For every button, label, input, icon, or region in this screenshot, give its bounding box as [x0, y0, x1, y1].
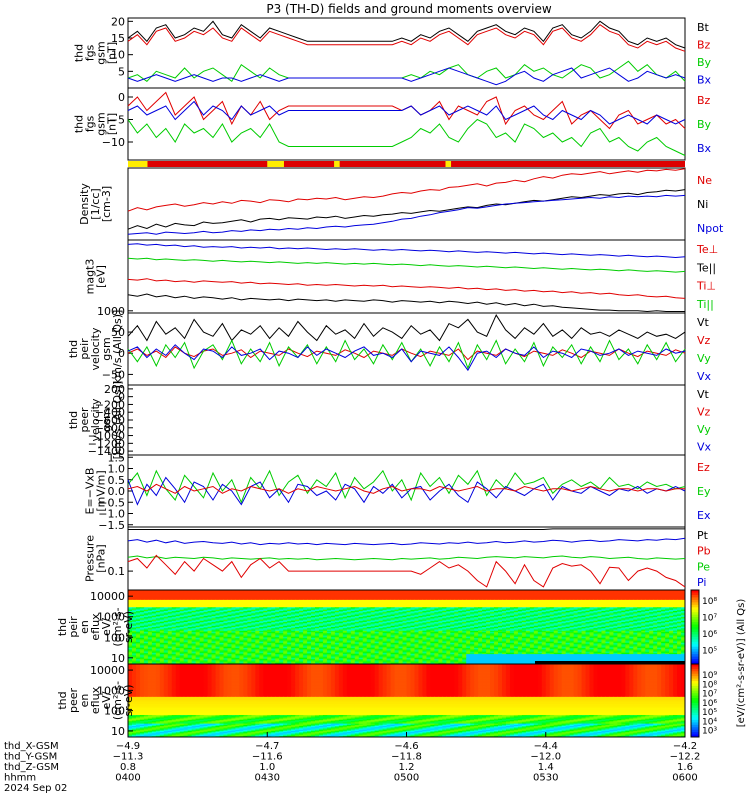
legend-entry: Npot [697, 222, 724, 235]
series-line-black [128, 190, 685, 230]
series-line-red [128, 169, 685, 212]
series-line-blue [128, 244, 685, 258]
legend-entry: By [697, 118, 712, 131]
mode-bar-segment [334, 161, 340, 167]
legend-entry: Pi [697, 576, 706, 589]
mode-bar-segment [267, 161, 284, 167]
y-axis-label: thdfgsgsm[nT] [73, 41, 119, 64]
legend-entry: Vy [697, 352, 711, 365]
y-axis-label: thdfgsgsm[nT] [73, 112, 119, 135]
y-axis-label: Density[1/cc][cm-3] [78, 183, 113, 225]
panel-frame [128, 88, 685, 160]
y-axis-label-line: [eV] [95, 265, 108, 288]
legend-entry: Bz [697, 94, 711, 107]
y-tick-label: 0 [118, 91, 125, 104]
mode-bar-segment [147, 161, 164, 167]
legend-entry: Vt [697, 388, 710, 401]
mode-bar-base [128, 161, 685, 167]
y-tick-label: 0.1 [108, 565, 126, 578]
legend-entry: Pt [697, 529, 709, 542]
series-line-blue [128, 538, 685, 544]
legend-entry: Vz [697, 405, 711, 418]
series-line-green [128, 258, 685, 272]
y-axis-label-line: [km/s (All Qs)] [111, 381, 124, 460]
series-line-red [128, 555, 685, 587]
legend-entry: Vx [697, 440, 712, 453]
y-axis-label: Pressure[nPa] [84, 535, 108, 582]
legend-entry: Bz [697, 38, 711, 51]
legend-entry: Ez [697, 461, 710, 474]
panel-mode-bar [128, 161, 685, 167]
series-line-green [128, 556, 685, 560]
series-line-black [128, 294, 685, 312]
y-axis-label-line: [nT] [106, 42, 119, 64]
legend-entry: Pb [697, 545, 711, 558]
y-axis-label-line: [mV/m] [95, 470, 108, 511]
y-axis-label-line: [nPa] [95, 544, 108, 572]
legend-entry: Ey [697, 485, 711, 498]
legend-entry: Pe [697, 560, 710, 573]
legend-entry: Ti⊥ [696, 280, 716, 293]
series-line-red [128, 25, 685, 52]
y-axis-label-line: [km/s (All Qs)] [111, 310, 124, 389]
mode-bar-segment [445, 161, 451, 167]
panel-ion-spec: 10000100010010thdpeirenefluxeV/(cm²-s-sr… [56, 590, 686, 665]
y-axis-label: thdpeirvelocitygsm[km/s (All Qs)] [67, 310, 124, 389]
legend-entry: Te|| [696, 261, 716, 274]
legend-entry: Ni [697, 198, 708, 211]
panels: 2015105thdfgsgsm[nT]BtBzByBx0−5−10thdfgs… [56, 15, 747, 738]
legend-entry: Ti|| [696, 298, 714, 311]
panel-density: Density[1/cc][cm-3] Ne Ni Npot [78, 168, 724, 240]
series-line-green [128, 341, 685, 369]
legend-entry: Ex [697, 509, 711, 522]
legend-entry: Vx [697, 370, 712, 383]
panel-exb: 1.51.00.50.0−0.5−1.0−1.5E=−VxB[mV/m]EzEy… [84, 451, 711, 532]
series-line-green [128, 120, 685, 156]
y-axis-label: E=−VxB[mV/m] [84, 468, 108, 515]
y-tick-label: 20 [111, 15, 125, 28]
y-axis-label: magt3[eV] [84, 259, 108, 295]
y-axis-label-line: [nT] [106, 113, 119, 135]
panel-frame [128, 385, 685, 455]
figure-title: P3 (TH-D) fields and ground moments over… [266, 2, 551, 16]
series-line-black [128, 315, 685, 340]
legend-entry: By [697, 56, 712, 69]
legend-entry: Ne [697, 174, 712, 187]
y-axis-label-line: [cm-3] [100, 186, 113, 222]
legend-entry: Bx [697, 142, 712, 155]
panel-frame [128, 240, 685, 313]
series-line-red [128, 93, 685, 129]
legend-entry: Vz [697, 334, 711, 347]
series-line-blue [128, 195, 685, 234]
legend-entry: Vy [697, 423, 711, 436]
series-line-red [128, 279, 685, 299]
legend-entry: Bt [697, 21, 710, 34]
series-line-black [128, 529, 685, 530]
y-tick-label: −1.5 [98, 519, 125, 532]
mode-bar-segment [128, 161, 147, 167]
legend-entry: Te⊥ [696, 243, 718, 256]
panel-elec-velocity: 2000−200−400−600−800−1000−1200−1400thdpe… [67, 381, 712, 460]
legend-entry: Bx [697, 73, 712, 86]
legend-entry: Vt [697, 316, 710, 329]
y-tick-label: −10 [102, 136, 125, 149]
y-tick-label: 5 [118, 65, 125, 78]
